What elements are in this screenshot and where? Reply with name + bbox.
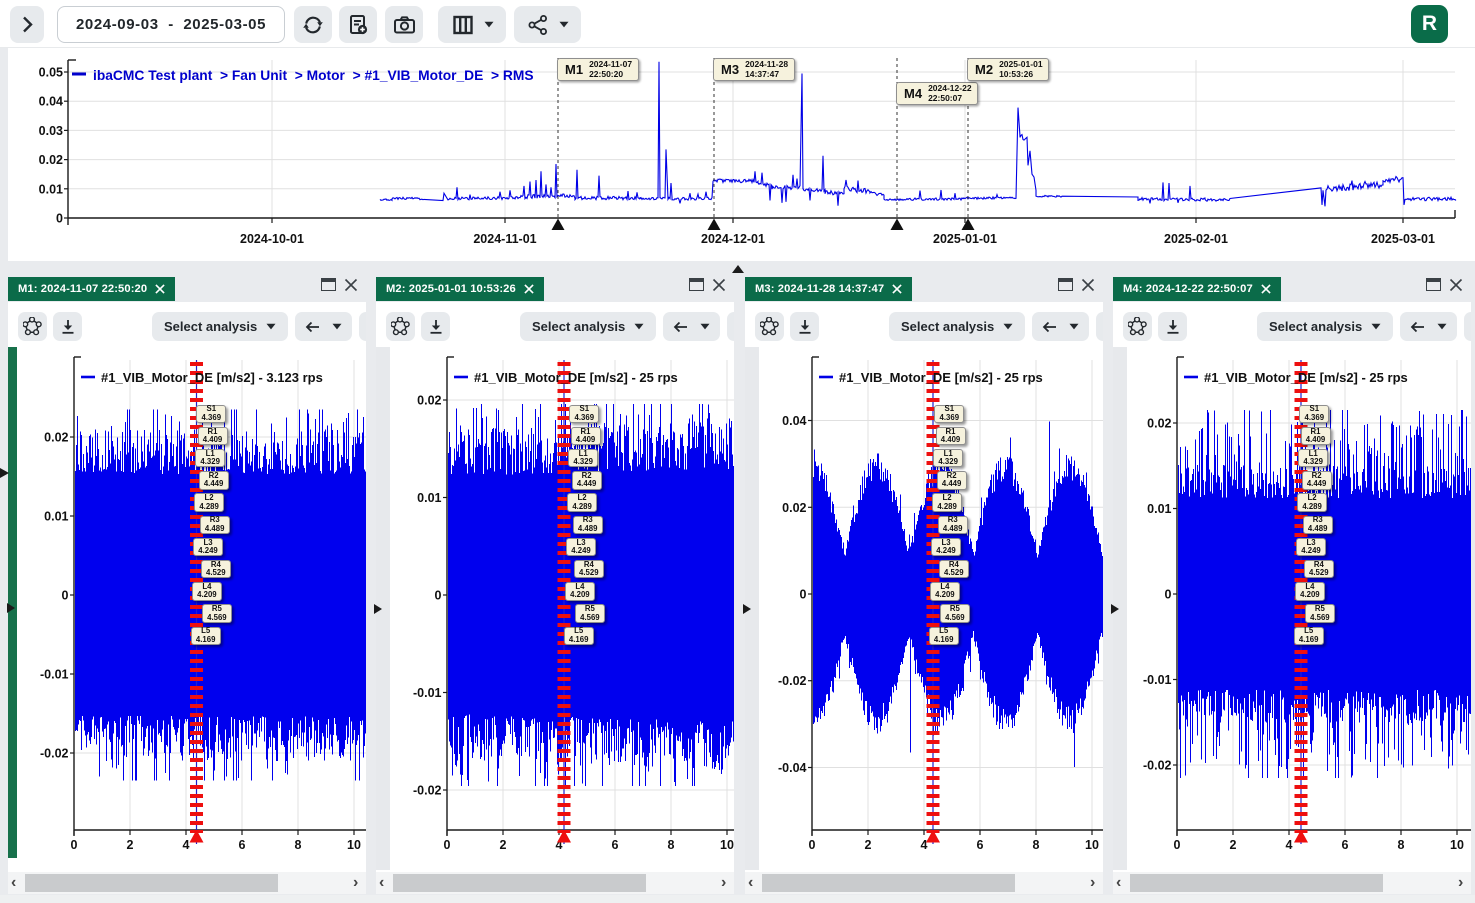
- svg-text:10: 10: [720, 838, 734, 852]
- svg-text:-0.01: -0.01: [413, 686, 442, 700]
- svg-text:0.01: 0.01: [1147, 502, 1171, 516]
- svg-text:#1_VIB_Motor_DE [m/s2] - 25 rp: #1_VIB_Motor_DE [m/s2] - 25 rps: [1204, 370, 1408, 385]
- svg-text:0.01: 0.01: [39, 182, 63, 196]
- svg-text:0.03: 0.03: [39, 124, 63, 138]
- svg-text:2: 2: [1230, 838, 1237, 852]
- svg-text:0.05: 0.05: [39, 66, 63, 80]
- svg-text:8: 8: [1033, 838, 1040, 852]
- svg-text:8: 8: [295, 838, 302, 852]
- svg-text:8: 8: [1398, 838, 1405, 852]
- svg-text:0.02: 0.02: [782, 501, 806, 515]
- svg-text:-0.02: -0.02: [413, 784, 442, 798]
- svg-text:2024-10-01: 2024-10-01: [240, 232, 304, 246]
- svg-text:ibaCMC Test plant > Fan Unit: ibaCMC Test plant > Fan Unit > Motor > #…: [93, 68, 534, 83]
- svg-text:4: 4: [1286, 838, 1293, 852]
- svg-text:0: 0: [809, 838, 816, 852]
- svg-text:4: 4: [183, 838, 190, 852]
- svg-text:0: 0: [800, 588, 807, 602]
- svg-text:0: 0: [1165, 588, 1172, 602]
- svg-text:0: 0: [444, 838, 451, 852]
- svg-text:10: 10: [347, 838, 361, 852]
- svg-text:6: 6: [239, 838, 246, 852]
- svg-text:0.02: 0.02: [417, 394, 441, 408]
- svg-text:0.02: 0.02: [39, 153, 63, 167]
- svg-text:0.02: 0.02: [1147, 417, 1171, 431]
- svg-text:0: 0: [62, 589, 69, 603]
- svg-text:6: 6: [1342, 838, 1349, 852]
- svg-text:-0.01: -0.01: [40, 668, 69, 682]
- svg-text:-0.02: -0.02: [1143, 759, 1172, 773]
- svg-text:0.04: 0.04: [782, 414, 806, 428]
- svg-text:6: 6: [612, 838, 619, 852]
- svg-text:#1_VIB_Motor_DE [m/s2] - 25 rp: #1_VIB_Motor_DE [m/s2] - 25 rps: [839, 370, 1043, 385]
- svg-text:10: 10: [1085, 838, 1099, 852]
- svg-text:4: 4: [921, 838, 928, 852]
- svg-text:2024-11-01: 2024-11-01: [473, 232, 536, 246]
- svg-text:-0.02: -0.02: [40, 747, 69, 761]
- svg-text:#1_VIB_Motor_DE [m/s2] - 25 rp: #1_VIB_Motor_DE [m/s2] - 25 rps: [474, 370, 678, 385]
- svg-text:2025-02-01: 2025-02-01: [1164, 232, 1228, 246]
- svg-text:2024-12-01: 2024-12-01: [701, 232, 765, 246]
- svg-text:2: 2: [500, 838, 507, 852]
- svg-text:-0.01: -0.01: [1143, 673, 1172, 687]
- svg-text:2025-01-01: 2025-01-01: [933, 232, 997, 246]
- svg-text:4: 4: [556, 838, 563, 852]
- svg-text:0: 0: [56, 212, 63, 226]
- svg-text:0.04: 0.04: [39, 95, 63, 109]
- svg-text:2: 2: [127, 838, 134, 852]
- svg-text:-0.04: -0.04: [778, 761, 807, 775]
- svg-text:0.01: 0.01: [417, 491, 441, 505]
- svg-text:6: 6: [977, 838, 984, 852]
- svg-text:0: 0: [71, 838, 78, 852]
- svg-text:2: 2: [865, 838, 872, 852]
- svg-text:#1_VIB_Motor_DE [m/s2] - 3.123: #1_VIB_Motor_DE [m/s2] - 3.123 rps: [101, 370, 323, 385]
- svg-text:8: 8: [668, 838, 675, 852]
- svg-text:2025-03-01: 2025-03-01: [1371, 232, 1435, 246]
- svg-text:0: 0: [1174, 838, 1181, 852]
- svg-text:0.01: 0.01: [44, 510, 68, 524]
- svg-text:0.02: 0.02: [44, 431, 68, 445]
- svg-text:10: 10: [1450, 838, 1464, 852]
- svg-text:0: 0: [435, 589, 442, 603]
- svg-text:-0.02: -0.02: [778, 674, 807, 688]
